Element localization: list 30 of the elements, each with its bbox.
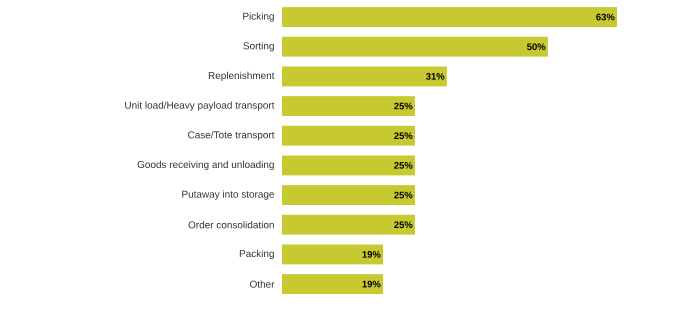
y-tick-label: Putaway into storage (182, 190, 274, 200)
bar (282, 214, 415, 235)
bar (282, 155, 415, 176)
y-tick-label: Sorting (243, 42, 274, 52)
data-label: 25% (394, 162, 412, 169)
bar (282, 274, 384, 294)
bar (282, 185, 415, 205)
y-tick-label: Replenishment (208, 72, 274, 82)
y-tick-label: Other (250, 280, 274, 288)
data-label: 25% (394, 221, 412, 228)
y-tick-label: Unit load/Heavy payload transport (125, 101, 274, 111)
data-label: 50% (527, 43, 546, 50)
bar (282, 66, 447, 86)
data-label: 25% (394, 192, 412, 198)
data-label: 25% (394, 132, 412, 140)
y-tick-label: Order consolidation (188, 221, 274, 228)
data-label: 19% (362, 280, 381, 288)
data-label: 19% (362, 251, 381, 258)
bar (282, 244, 384, 264)
bar (282, 96, 415, 116)
bar (282, 36, 548, 57)
data-label: 25% (394, 102, 412, 110)
bar (282, 126, 415, 146)
y-tick-label: Case/Tote transport (188, 131, 274, 140)
y-tick-label: Packing (240, 250, 274, 260)
bar (282, 7, 618, 27)
y-tick-label: Picking (243, 12, 274, 22)
data-label: 31% (426, 73, 444, 80)
y-tick-label: Goods receiving and unloading (138, 160, 274, 170)
data-label: 63% (596, 14, 615, 20)
